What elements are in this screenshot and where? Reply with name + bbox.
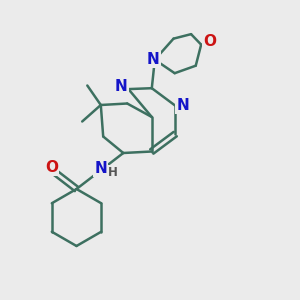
Text: H: H	[108, 166, 117, 179]
Text: O: O	[45, 160, 58, 175]
Text: N: N	[94, 161, 107, 176]
Text: N: N	[176, 98, 189, 113]
Text: N: N	[147, 52, 160, 67]
Text: O: O	[203, 34, 216, 49]
Text: N: N	[115, 79, 128, 94]
